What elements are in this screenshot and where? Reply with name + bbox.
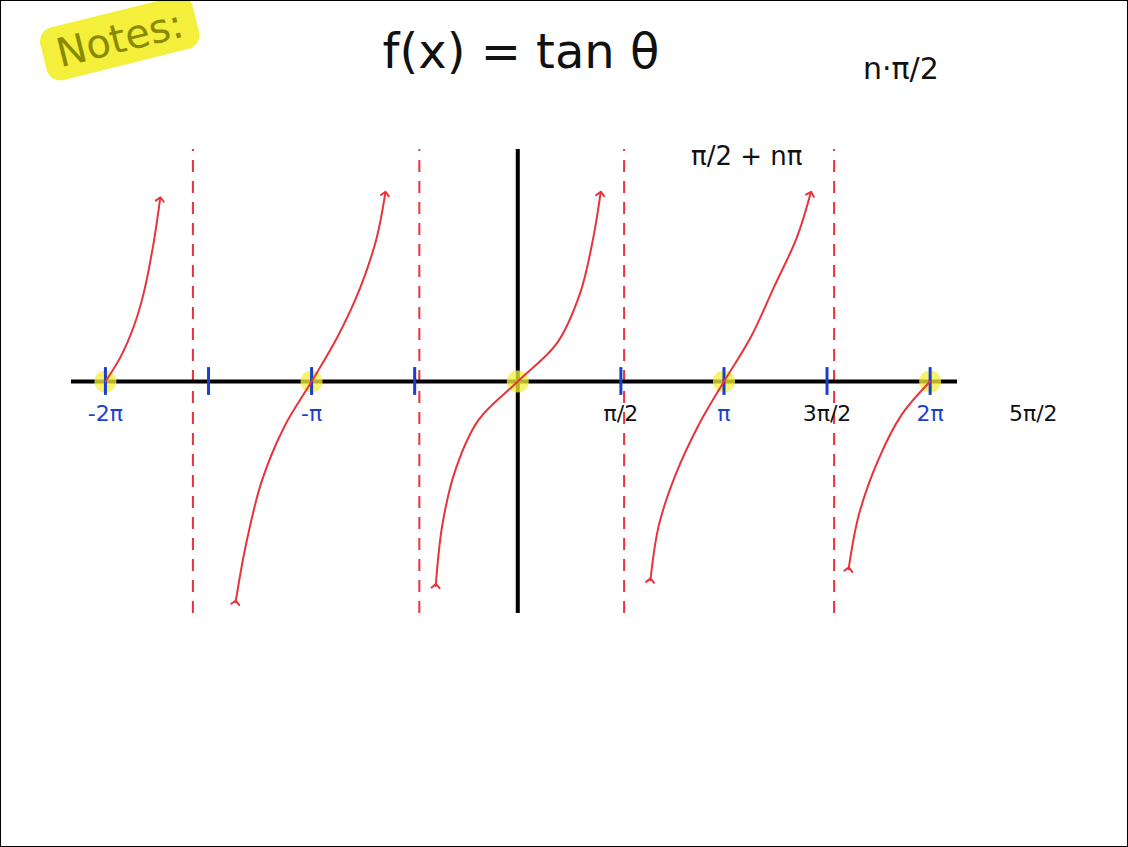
svg-text:3π/2: 3π/2 xyxy=(803,401,852,426)
svg-text:π: π xyxy=(717,401,730,426)
html-text:f(x) = tan θ: f(x) = tan θ xyxy=(382,23,660,79)
svg-text:-π: -π xyxy=(301,401,322,426)
svg-text:5π/2: 5π/2 xyxy=(1009,401,1058,426)
html-text:π/2 + nπ: π/2 + nπ xyxy=(691,141,803,171)
svg-text:-2π: -2π xyxy=(88,401,123,426)
html-text:Notes:: Notes: xyxy=(51,0,188,77)
svg-text:π/2: π/2 xyxy=(604,401,639,426)
html-text:n·π/2: n·π/2 xyxy=(863,51,939,86)
svg-text:2π: 2π xyxy=(917,401,944,426)
